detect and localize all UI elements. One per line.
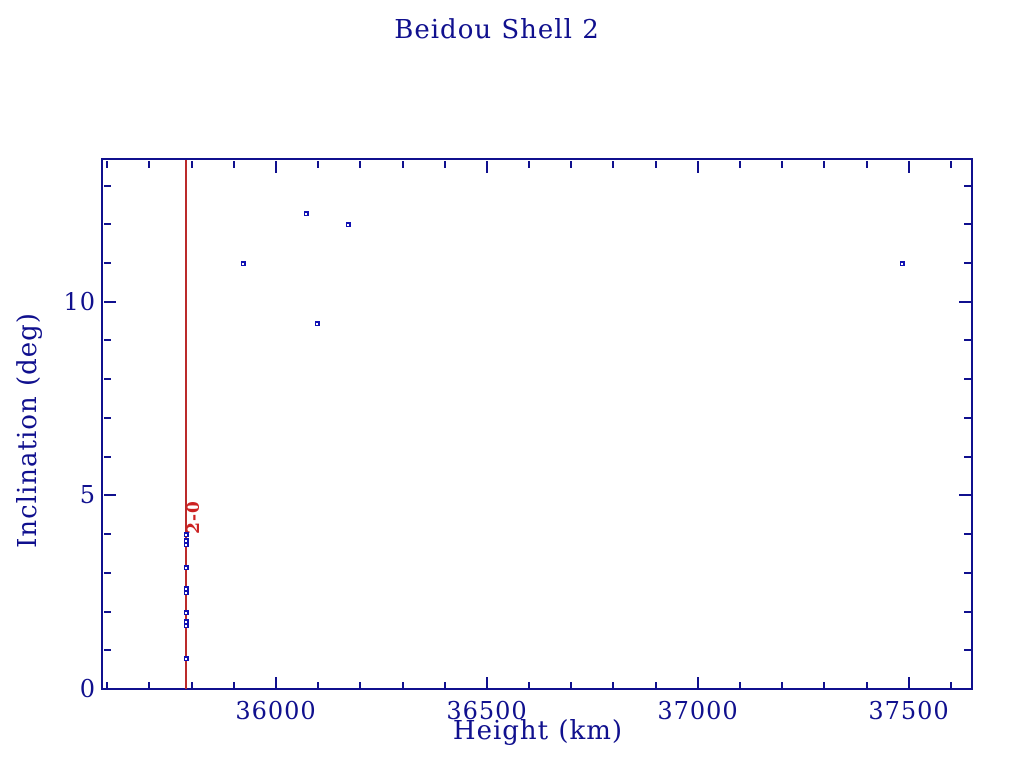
data-point: [184, 610, 189, 615]
x-axis-tick: [528, 161, 530, 168]
data-point: [346, 222, 351, 227]
y-axis-tick: [964, 649, 971, 651]
x-axis-title: Height (km): [452, 716, 624, 746]
y-axis-tick: [964, 417, 971, 419]
y-axis-tick: [104, 688, 116, 690]
x-axis-tick: [528, 682, 530, 689]
x-axis-tick: [866, 682, 868, 689]
y-axis-tick: [104, 185, 111, 187]
data-point: [184, 542, 189, 547]
x-axis-tick: [191, 161, 193, 168]
y-axis-tick: [104, 572, 111, 574]
data-point: [184, 538, 189, 543]
y-axis-tick: [964, 185, 971, 187]
y-axis-title: Inclination (deg): [13, 312, 43, 548]
y-axis-tick: [104, 417, 111, 419]
x-axis-tick: [697, 677, 699, 689]
x-axis-tick: [444, 161, 446, 168]
data-point: [184, 586, 189, 591]
data-point: [184, 619, 189, 624]
y-axis-tick: [104, 223, 111, 225]
reference-line-label: 2-0: [184, 500, 204, 534]
x-axis-tick: [486, 677, 488, 689]
y-axis-tick: [964, 533, 971, 535]
x-axis-tick: [106, 161, 108, 168]
y-axis-tick: [964, 572, 971, 574]
data-point: [241, 261, 246, 266]
x-axis-tick: [950, 682, 952, 689]
x-axis-tick: [402, 161, 404, 168]
x-axis-tick: [317, 161, 319, 168]
data-point: [900, 261, 905, 266]
y-tick-label: 0: [79, 675, 96, 703]
x-axis-tick: [317, 682, 319, 689]
x-axis-tick: [823, 161, 825, 168]
y-tick-label: 10: [63, 288, 96, 316]
y-axis-tick: [104, 262, 111, 264]
x-axis-tick: [359, 682, 361, 689]
x-axis-tick: [739, 161, 741, 168]
y-axis-tick: [964, 611, 971, 613]
x-axis-tick: [570, 682, 572, 689]
x-axis-tick: [697, 161, 699, 173]
x-axis-tick: [148, 161, 150, 168]
x-axis-tick: [233, 161, 235, 168]
y-axis-tick: [964, 223, 971, 225]
x-axis-tick: [359, 161, 361, 168]
data-point: [315, 321, 320, 326]
y-axis-tick: [964, 456, 971, 458]
y-axis-tick: [959, 688, 971, 690]
data-point: [184, 590, 189, 595]
data-point: [184, 532, 189, 537]
x-axis-tick: [275, 677, 277, 689]
x-axis-tick: [908, 677, 910, 689]
x-tick-label: 36500: [446, 697, 528, 725]
x-axis-tick: [908, 161, 910, 173]
x-axis-tick: [655, 682, 657, 689]
x-tick-label: 36000: [235, 697, 317, 725]
x-axis-tick: [233, 682, 235, 689]
x-axis-tick: [148, 682, 150, 689]
y-axis-tick: [104, 456, 111, 458]
x-axis-tick: [781, 682, 783, 689]
x-axis-tick: [950, 161, 952, 168]
x-axis-tick: [612, 161, 614, 168]
x-axis-tick: [570, 161, 572, 168]
x-tick-label: 37000: [657, 697, 739, 725]
plot-frame: [101, 158, 973, 690]
y-axis-tick: [104, 611, 111, 613]
y-axis-tick: [964, 339, 971, 341]
x-axis-tick: [275, 161, 277, 173]
x-axis-tick: [106, 682, 108, 689]
x-axis-tick: [655, 161, 657, 168]
data-point: [184, 565, 189, 570]
y-axis-tick: [104, 533, 111, 535]
y-axis-tick: [959, 494, 971, 496]
y-axis-tick: [104, 339, 111, 341]
y-axis-tick: [104, 494, 116, 496]
x-tick-label: 37500: [868, 697, 950, 725]
x-axis-tick: [612, 682, 614, 689]
x-axis-tick: [444, 682, 446, 689]
chart-title: Beidou Shell 2: [394, 15, 600, 45]
y-axis-tick: [104, 649, 111, 651]
x-axis-tick: [191, 682, 193, 689]
y-axis-tick: [964, 262, 971, 264]
y-tick-label: 5: [79, 481, 96, 509]
reference-line: [185, 160, 187, 689]
y-axis-tick: [104, 301, 116, 303]
x-axis-tick: [866, 161, 868, 168]
x-axis-tick: [781, 161, 783, 168]
x-axis-tick: [486, 161, 488, 173]
x-axis-tick: [402, 682, 404, 689]
data-point: [184, 623, 189, 628]
y-axis-tick: [959, 301, 971, 303]
y-axis-tick: [104, 378, 111, 380]
x-axis-tick: [739, 682, 741, 689]
data-point: [304, 211, 309, 216]
y-axis-tick: [964, 378, 971, 380]
x-axis-tick: [823, 682, 825, 689]
data-point: [184, 656, 189, 661]
